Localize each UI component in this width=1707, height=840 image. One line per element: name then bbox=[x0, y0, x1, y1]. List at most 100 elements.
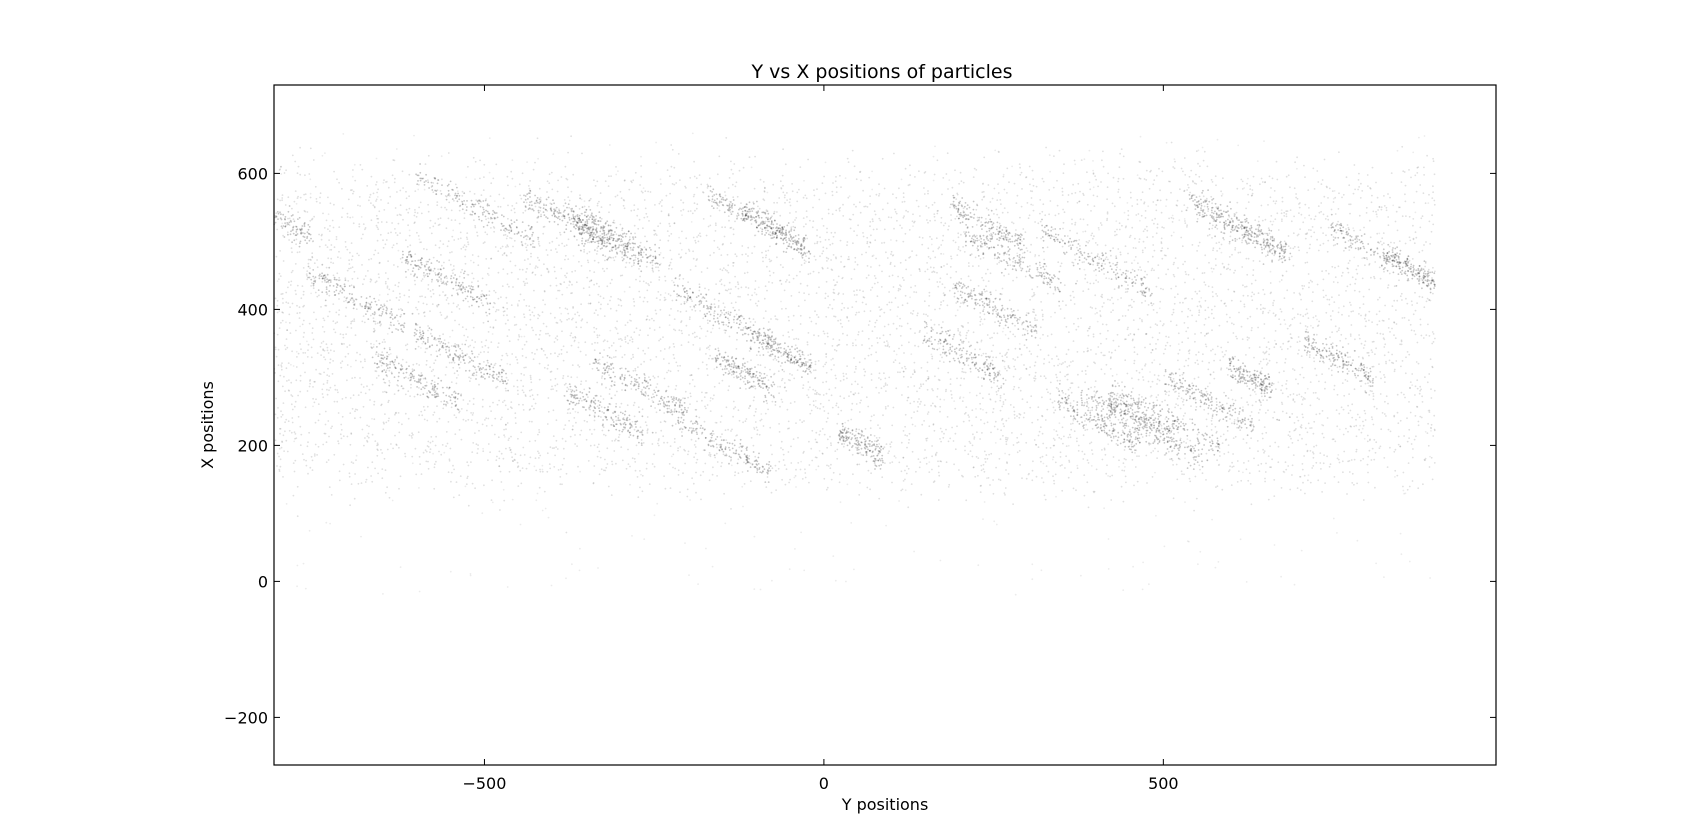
scatter-point bbox=[1255, 401, 1257, 403]
scatter-point bbox=[917, 406, 919, 408]
scatter-point bbox=[795, 475, 797, 477]
scatter-point bbox=[755, 411, 757, 413]
scatter-point bbox=[1212, 249, 1214, 251]
scatter-point bbox=[1053, 365, 1055, 367]
scatter-point bbox=[1087, 330, 1089, 332]
scatter-point bbox=[600, 296, 602, 298]
scatter-point bbox=[1131, 377, 1133, 379]
scatter-point bbox=[1176, 324, 1178, 326]
scatter-point bbox=[538, 431, 540, 433]
scatter-point bbox=[530, 319, 532, 321]
scatter-point bbox=[1050, 398, 1052, 400]
scatter-point bbox=[565, 308, 567, 310]
scatter-point bbox=[1348, 184, 1350, 186]
scatter-point bbox=[1249, 472, 1251, 474]
scatter-point bbox=[275, 347, 277, 349]
scatter-point bbox=[674, 222, 676, 224]
scatter-point bbox=[537, 451, 539, 453]
scatter-point bbox=[839, 473, 841, 475]
scatter-point bbox=[1174, 161, 1176, 163]
scatter-point bbox=[1358, 429, 1360, 431]
scatter-point bbox=[517, 462, 519, 464]
scatter-point bbox=[531, 389, 533, 391]
scatter-point bbox=[793, 278, 795, 280]
scatter-point bbox=[1144, 347, 1146, 349]
scatter-point bbox=[870, 266, 872, 268]
scatter-point bbox=[356, 308, 358, 310]
scatter-point bbox=[1062, 362, 1064, 364]
scatter-point bbox=[1171, 450, 1173, 452]
scatter-point bbox=[852, 473, 854, 475]
scatter-point bbox=[305, 406, 307, 408]
scatter-point bbox=[489, 406, 491, 408]
scatter-point bbox=[823, 366, 825, 368]
scatter-point bbox=[918, 398, 920, 400]
scatter-point bbox=[1427, 423, 1429, 425]
scatter-point bbox=[1043, 482, 1045, 484]
scatter-point bbox=[866, 396, 868, 398]
scatter-point bbox=[1142, 436, 1144, 438]
scatter-point bbox=[483, 351, 485, 353]
scatter-point bbox=[823, 176, 825, 178]
scatter-point bbox=[773, 272, 775, 274]
scatter-point bbox=[899, 371, 901, 373]
scatter-point bbox=[1123, 156, 1125, 158]
scatter-point bbox=[1156, 457, 1158, 459]
scatter-point bbox=[326, 389, 328, 391]
scatter-point bbox=[940, 244, 942, 246]
scatter-point bbox=[816, 188, 818, 190]
scatter-point bbox=[1017, 356, 1019, 358]
scatter-point bbox=[1071, 392, 1073, 394]
scatter-point bbox=[630, 210, 632, 212]
scatter-point bbox=[542, 233, 544, 235]
scatter-point bbox=[888, 450, 890, 452]
scatter-point bbox=[750, 299, 752, 301]
scatter-point bbox=[1299, 434, 1301, 436]
scatter-point bbox=[839, 210, 841, 212]
scatter-point bbox=[556, 251, 558, 253]
scatter-point bbox=[281, 447, 283, 449]
scatter-point bbox=[1336, 409, 1338, 411]
scatter-point bbox=[481, 302, 483, 304]
scatter-point bbox=[1211, 309, 1213, 311]
scatter-point bbox=[804, 300, 806, 302]
scatter-point bbox=[1368, 482, 1370, 484]
scatter-point bbox=[495, 387, 497, 389]
scatter-point bbox=[1135, 214, 1137, 216]
scatter-point bbox=[921, 424, 923, 426]
scatter-point bbox=[561, 294, 563, 296]
scatter-point bbox=[998, 479, 1000, 481]
scatter-point bbox=[1331, 374, 1333, 376]
scatter-point bbox=[1091, 449, 1093, 451]
scatter-point bbox=[831, 232, 833, 234]
scatter-point bbox=[1415, 231, 1417, 233]
scatter-point bbox=[637, 228, 639, 230]
scatter-point bbox=[1379, 311, 1381, 313]
scatter-point bbox=[601, 375, 603, 377]
scatter-point bbox=[1104, 373, 1106, 375]
scatter-point bbox=[1136, 199, 1138, 201]
scatter-point bbox=[1293, 454, 1295, 456]
scatter-point bbox=[669, 225, 671, 227]
scatter-point bbox=[887, 405, 889, 407]
scatter-point bbox=[586, 421, 588, 423]
scatter-point bbox=[1138, 394, 1140, 396]
scatter-point bbox=[1144, 300, 1146, 302]
scatter-point bbox=[510, 401, 512, 403]
scatter-point bbox=[281, 197, 283, 199]
scatter-point bbox=[1207, 166, 1209, 168]
scatter-point bbox=[561, 243, 563, 245]
scatter-point bbox=[1109, 420, 1111, 422]
scatter-point bbox=[877, 282, 879, 284]
scatter-point bbox=[449, 362, 451, 364]
scatter-point bbox=[333, 454, 335, 456]
scatter-point bbox=[490, 326, 492, 328]
scatter-point bbox=[359, 205, 361, 207]
scatter-point bbox=[883, 372, 885, 374]
scatter-point bbox=[1037, 271, 1039, 273]
scatter-point bbox=[1281, 311, 1283, 313]
scatter-point bbox=[781, 283, 783, 285]
scatter-point bbox=[496, 309, 498, 311]
scatter-point bbox=[1134, 351, 1136, 353]
scatter-point bbox=[517, 438, 519, 440]
